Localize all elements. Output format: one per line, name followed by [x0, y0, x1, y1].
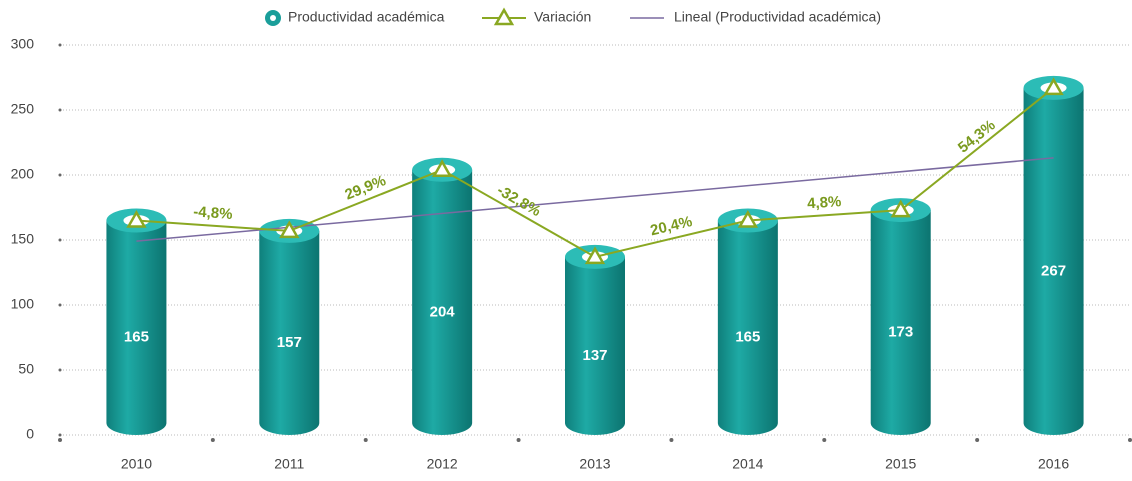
x-tick: [58, 438, 62, 442]
variation-marker: [126, 209, 147, 228]
bar: [259, 230, 320, 435]
variation-marker: [279, 220, 300, 239]
bar: [1023, 87, 1084, 436]
legend: Productividad académica Variación Lineal…: [265, 7, 881, 26]
variation-marker: [1043, 77, 1064, 96]
value-label: 165: [735, 329, 760, 346]
bar: [717, 220, 778, 435]
legend-label: Lineal (Productividad académica): [674, 9, 881, 25]
variation-marker: [584, 246, 606, 265]
legend-marker: [270, 15, 276, 21]
y-tick: [58, 108, 62, 112]
x-tick: [516, 438, 521, 442]
x-tick: [363, 438, 368, 442]
y-tick: [58, 368, 62, 372]
x-tick: [1128, 438, 1132, 442]
y-tick: [58, 433, 62, 437]
y-tick-label: 100: [11, 296, 35, 312]
value-label: 157: [277, 334, 302, 351]
value-label: 165: [124, 329, 149, 346]
x-tick-label: 2011: [274, 456, 304, 472]
y-tick: [58, 43, 62, 47]
x-tick-label: 2012: [427, 456, 458, 472]
variation-marker: [890, 199, 911, 218]
bar: [565, 256, 625, 435]
y-tick-label: 200: [11, 166, 35, 182]
variation-label: 4,8%: [807, 193, 842, 212]
y-tick-label: 0: [26, 426, 34, 442]
x-tick-label: 2014: [732, 456, 763, 472]
y-tick-label: 300: [11, 36, 35, 52]
y-tick-label: 250: [11, 101, 35, 117]
x-tick-label: 2010: [121, 456, 152, 472]
variation-label: 29,9%: [343, 172, 389, 204]
y-tick: [58, 238, 62, 242]
value-label: 204: [430, 303, 456, 320]
x-tick: [975, 438, 980, 442]
x-tick-label: 2015: [885, 456, 916, 472]
x-tick: [669, 438, 674, 442]
x-tick-label: 2016: [1038, 456, 1069, 472]
variation-marker: [431, 159, 453, 178]
variation-marker: [737, 209, 759, 228]
x-tick-label: 2013: [579, 456, 610, 472]
legend-label: Productividad académica: [288, 9, 445, 25]
y-tick-label: 150: [11, 231, 35, 247]
value-label: 173: [888, 324, 913, 341]
y-tick-label: 50: [18, 361, 34, 377]
value-label: 267: [1041, 262, 1066, 279]
legend-label: Variación: [534, 9, 591, 25]
bar: [412, 169, 473, 436]
bar: [106, 220, 167, 435]
bar: [870, 210, 931, 435]
x-tick: [210, 438, 215, 442]
legend-marker: [493, 7, 515, 26]
variation-label: -4,8%: [193, 203, 233, 223]
x-tick: [822, 438, 827, 442]
y-tick: [58, 303, 62, 307]
value-label: 137: [582, 347, 607, 364]
y-tick: [58, 173, 62, 177]
